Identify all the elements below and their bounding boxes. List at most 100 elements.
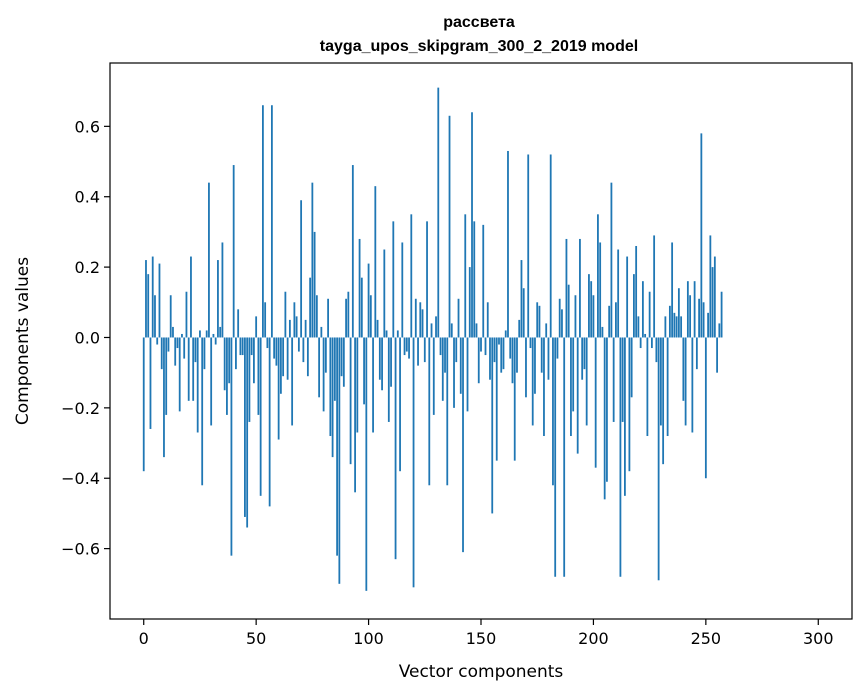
bar (376, 319, 379, 338)
bar (304, 319, 307, 338)
bar (462, 337, 464, 553)
bar (165, 337, 168, 415)
bar (279, 337, 282, 394)
bar (511, 337, 514, 384)
bar (563, 337, 566, 577)
bar (405, 337, 408, 352)
bar (507, 150, 509, 338)
bar (477, 337, 480, 384)
bar (347, 291, 350, 338)
chart-title: рассвета (443, 14, 515, 31)
x-tick-label: 50 (246, 629, 266, 648)
x-axis-ticks: 0 50 100 150 200 250 300 (139, 619, 834, 648)
bar (208, 182, 210, 338)
bar (266, 337, 269, 349)
bar (356, 337, 359, 433)
bar (558, 298, 561, 338)
bar (169, 295, 172, 338)
bar (262, 105, 264, 338)
y-tick-label: −0.4 (61, 469, 100, 488)
bar (673, 312, 676, 338)
bar (178, 337, 181, 412)
bar (322, 337, 325, 412)
bar (221, 242, 224, 338)
bar (565, 238, 568, 338)
bar (666, 337, 669, 437)
bar (662, 337, 665, 465)
bar (531, 337, 534, 426)
y-tick-label: −0.2 (61, 399, 100, 418)
bar (365, 337, 368, 591)
bar (192, 337, 195, 401)
bar (273, 337, 276, 359)
bar (522, 288, 525, 338)
bar (527, 154, 530, 338)
bar (682, 337, 685, 401)
bar (650, 337, 653, 349)
bar (624, 337, 626, 496)
bar (475, 323, 478, 338)
bar (201, 337, 204, 486)
x-tick-label: 250 (691, 629, 722, 648)
bar (592, 295, 595, 338)
bar-series (142, 87, 723, 591)
bar (185, 291, 188, 338)
bar (621, 337, 624, 422)
y-tick-label: 0.6 (75, 117, 100, 136)
bar (581, 337, 584, 380)
bar (509, 337, 512, 359)
bar (484, 337, 487, 356)
bar (244, 337, 246, 517)
bar (529, 337, 532, 349)
bar (691, 337, 694, 433)
bar (187, 337, 190, 401)
bar (300, 200, 303, 338)
bar (583, 337, 586, 370)
bar (338, 337, 341, 584)
bar (358, 238, 361, 338)
bar (489, 337, 491, 380)
bar (284, 291, 287, 338)
bar (396, 330, 399, 338)
bar (232, 165, 235, 338)
bar (318, 337, 321, 398)
bar (464, 214, 467, 338)
bar (421, 309, 424, 338)
bar (374, 186, 377, 338)
bar (342, 337, 345, 387)
bar (270, 105, 273, 338)
bar (459, 337, 462, 394)
bar (288, 319, 291, 338)
bar (430, 323, 433, 338)
bar (444, 337, 446, 373)
y-tick-label: 0.0 (75, 328, 100, 347)
bar (320, 326, 323, 338)
bar (599, 242, 602, 338)
bar (702, 302, 705, 338)
bar (205, 330, 208, 338)
bar (277, 337, 280, 440)
bar (680, 316, 683, 338)
bar (646, 337, 649, 437)
x-tick-label: 150 (466, 629, 497, 648)
bar (495, 337, 498, 461)
bar (257, 337, 260, 415)
bar (711, 267, 714, 338)
bar (664, 316, 667, 338)
bar (223, 337, 226, 391)
bar (156, 337, 159, 345)
bar (309, 277, 312, 338)
bar (547, 337, 550, 380)
bar (183, 337, 186, 359)
bar (606, 337, 608, 482)
bar (671, 242, 674, 338)
bar (473, 221, 476, 338)
bar (698, 298, 700, 338)
bar (172, 326, 174, 338)
bar (354, 337, 356, 493)
bar (707, 312, 709, 338)
bar (437, 87, 440, 338)
bar (644, 333, 647, 338)
bar (572, 337, 575, 412)
bar (659, 337, 662, 426)
